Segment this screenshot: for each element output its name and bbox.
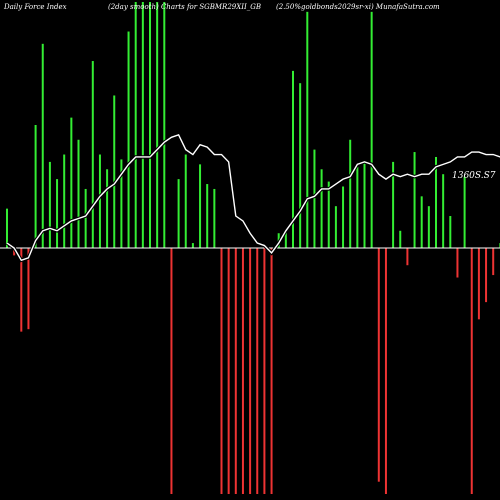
force-bar xyxy=(435,156,437,248)
force-bar xyxy=(270,248,273,494)
force-bar xyxy=(84,188,87,248)
force-bar xyxy=(63,154,66,248)
header-center: (2day smooth) Charts for SGBMR29XII_GB xyxy=(108,3,261,11)
force-bar xyxy=(20,248,23,332)
force-bar xyxy=(320,169,323,248)
force-bar xyxy=(127,31,130,248)
force-bar xyxy=(456,248,459,278)
force-bar xyxy=(163,2,166,248)
force-bar xyxy=(191,243,194,248)
header-right: (2.50%goldbonds2029sr-xi) MunafaSutra.co… xyxy=(276,3,440,11)
force-bar xyxy=(306,11,309,249)
force-bar xyxy=(406,248,409,266)
force-bar xyxy=(56,179,59,248)
force-bar xyxy=(470,248,473,494)
force-bar xyxy=(249,248,252,494)
force-bar xyxy=(120,159,123,248)
smooth-line-layer xyxy=(6,132,500,263)
force-bar xyxy=(442,174,445,248)
force-bar xyxy=(420,196,423,248)
force-bar xyxy=(349,139,352,248)
force-bar xyxy=(449,216,452,248)
force-bar xyxy=(292,70,294,248)
force-bar xyxy=(370,11,373,249)
force-bar xyxy=(206,184,209,248)
force-bar xyxy=(313,149,316,248)
force-bar xyxy=(106,169,109,248)
force-bar xyxy=(477,248,480,320)
force-bar xyxy=(392,161,395,248)
force-bar xyxy=(342,186,345,248)
force-bar xyxy=(227,248,230,494)
force-bar xyxy=(149,2,151,248)
force-bar xyxy=(6,208,8,248)
force-bar xyxy=(41,43,44,248)
force-bar xyxy=(91,61,94,248)
force-bar xyxy=(485,248,488,303)
force-bar xyxy=(213,188,216,248)
force-bar xyxy=(356,166,359,248)
force-bar xyxy=(284,230,287,248)
header-left: Daily Force Index xyxy=(3,3,67,11)
force-bar xyxy=(177,179,180,248)
force-bar xyxy=(492,248,495,276)
force-bar xyxy=(170,248,173,494)
force-bar xyxy=(299,83,302,249)
last-value-label: 1360S.S7 xyxy=(452,171,496,181)
force-bar xyxy=(77,139,80,248)
force-bar xyxy=(234,248,237,494)
force-bar xyxy=(463,176,466,248)
force-bar xyxy=(141,2,144,248)
force-bar xyxy=(27,248,30,330)
force-bar xyxy=(98,154,101,248)
force-bar xyxy=(334,206,337,248)
force-bar xyxy=(134,2,137,248)
force-bar xyxy=(256,248,259,494)
force-bar xyxy=(34,125,37,248)
force-bar xyxy=(70,117,73,249)
force-bar xyxy=(113,95,116,248)
force-bar xyxy=(413,152,416,248)
force-bar xyxy=(13,248,16,256)
force-bar xyxy=(48,161,51,248)
force-bar xyxy=(384,248,387,494)
force-bar xyxy=(263,248,266,494)
force-bar xyxy=(363,161,366,248)
force-bar xyxy=(156,2,159,248)
smooth-line xyxy=(6,133,500,262)
force-bar xyxy=(399,230,402,248)
force-bar xyxy=(377,248,380,482)
force-bar xyxy=(327,181,330,248)
force-bar xyxy=(220,248,223,494)
force-bar xyxy=(184,154,187,248)
force-bar xyxy=(427,206,430,248)
force-bar xyxy=(241,248,244,494)
force-bar xyxy=(199,164,202,248)
